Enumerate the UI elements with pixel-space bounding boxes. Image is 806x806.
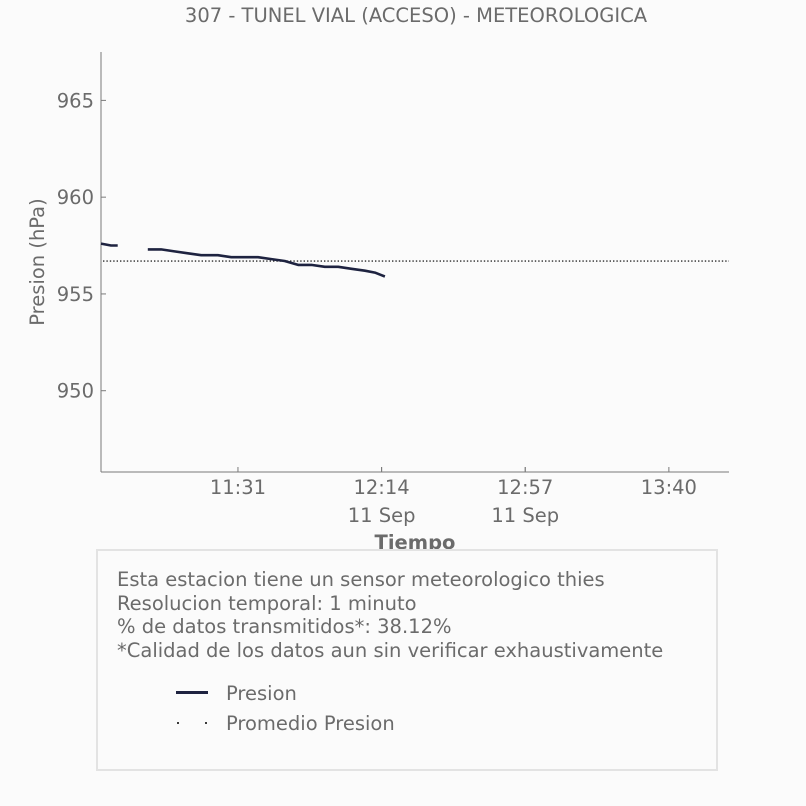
legend-item-promedio: Promedio Presion xyxy=(174,711,395,735)
series-line-presion xyxy=(100,242,118,247)
info-line-resolution: Resolucion temporal: 1 minuto xyxy=(117,591,417,615)
y-tick-label: 955 xyxy=(57,283,94,306)
info-line-transmitted: % de datos transmitidos*: 38.12% xyxy=(117,615,452,638)
x-tick-label: 13:40 xyxy=(641,476,697,499)
x-tick-label: 11:31 xyxy=(210,476,266,499)
y-tick-label: 950 xyxy=(57,380,94,403)
x-axis-label: Tiempo xyxy=(375,531,456,554)
plot-lines xyxy=(100,242,729,278)
y-tick-label: 965 xyxy=(57,89,94,112)
legend-dotted-line-icon xyxy=(174,711,210,735)
info-line-quality: *Calidad de los datos aun sin verificar … xyxy=(117,638,664,662)
info-text: Esta estacion tiene un sensor meteorolog… xyxy=(117,568,663,662)
x-tick-label: 12:57 xyxy=(497,476,553,499)
y-axis-label: Presion (hPa) xyxy=(26,198,49,325)
series-line-presion xyxy=(147,248,386,278)
info-line-sensor: Esta estacion tiene un sensor meteorolog… xyxy=(117,568,605,591)
chart-title: 307 - TUNEL VIAL (ACCESO) - METEOROLOGIC… xyxy=(185,4,648,27)
legend-item-presion: Presion xyxy=(174,681,297,705)
legend-label-promedio: Promedio Presion xyxy=(226,711,395,735)
y-tick-label: 960 xyxy=(57,186,94,209)
x-date-label: 11 Sep xyxy=(348,504,416,527)
x-date-label: 11 Sep xyxy=(491,504,559,527)
y-ticks: 950 955 960 965 xyxy=(57,89,106,403)
legend-solid-line-icon xyxy=(174,681,210,705)
info-box: Esta estacion tiene un sensor meteorolog… xyxy=(96,549,718,771)
x-tick-label: 12:14 xyxy=(353,476,409,499)
x-ticks: 11:31 12:14 12:57 13:40 11 Sep 11 Sep xyxy=(210,467,697,527)
legend-label-presion: Presion xyxy=(226,681,297,705)
